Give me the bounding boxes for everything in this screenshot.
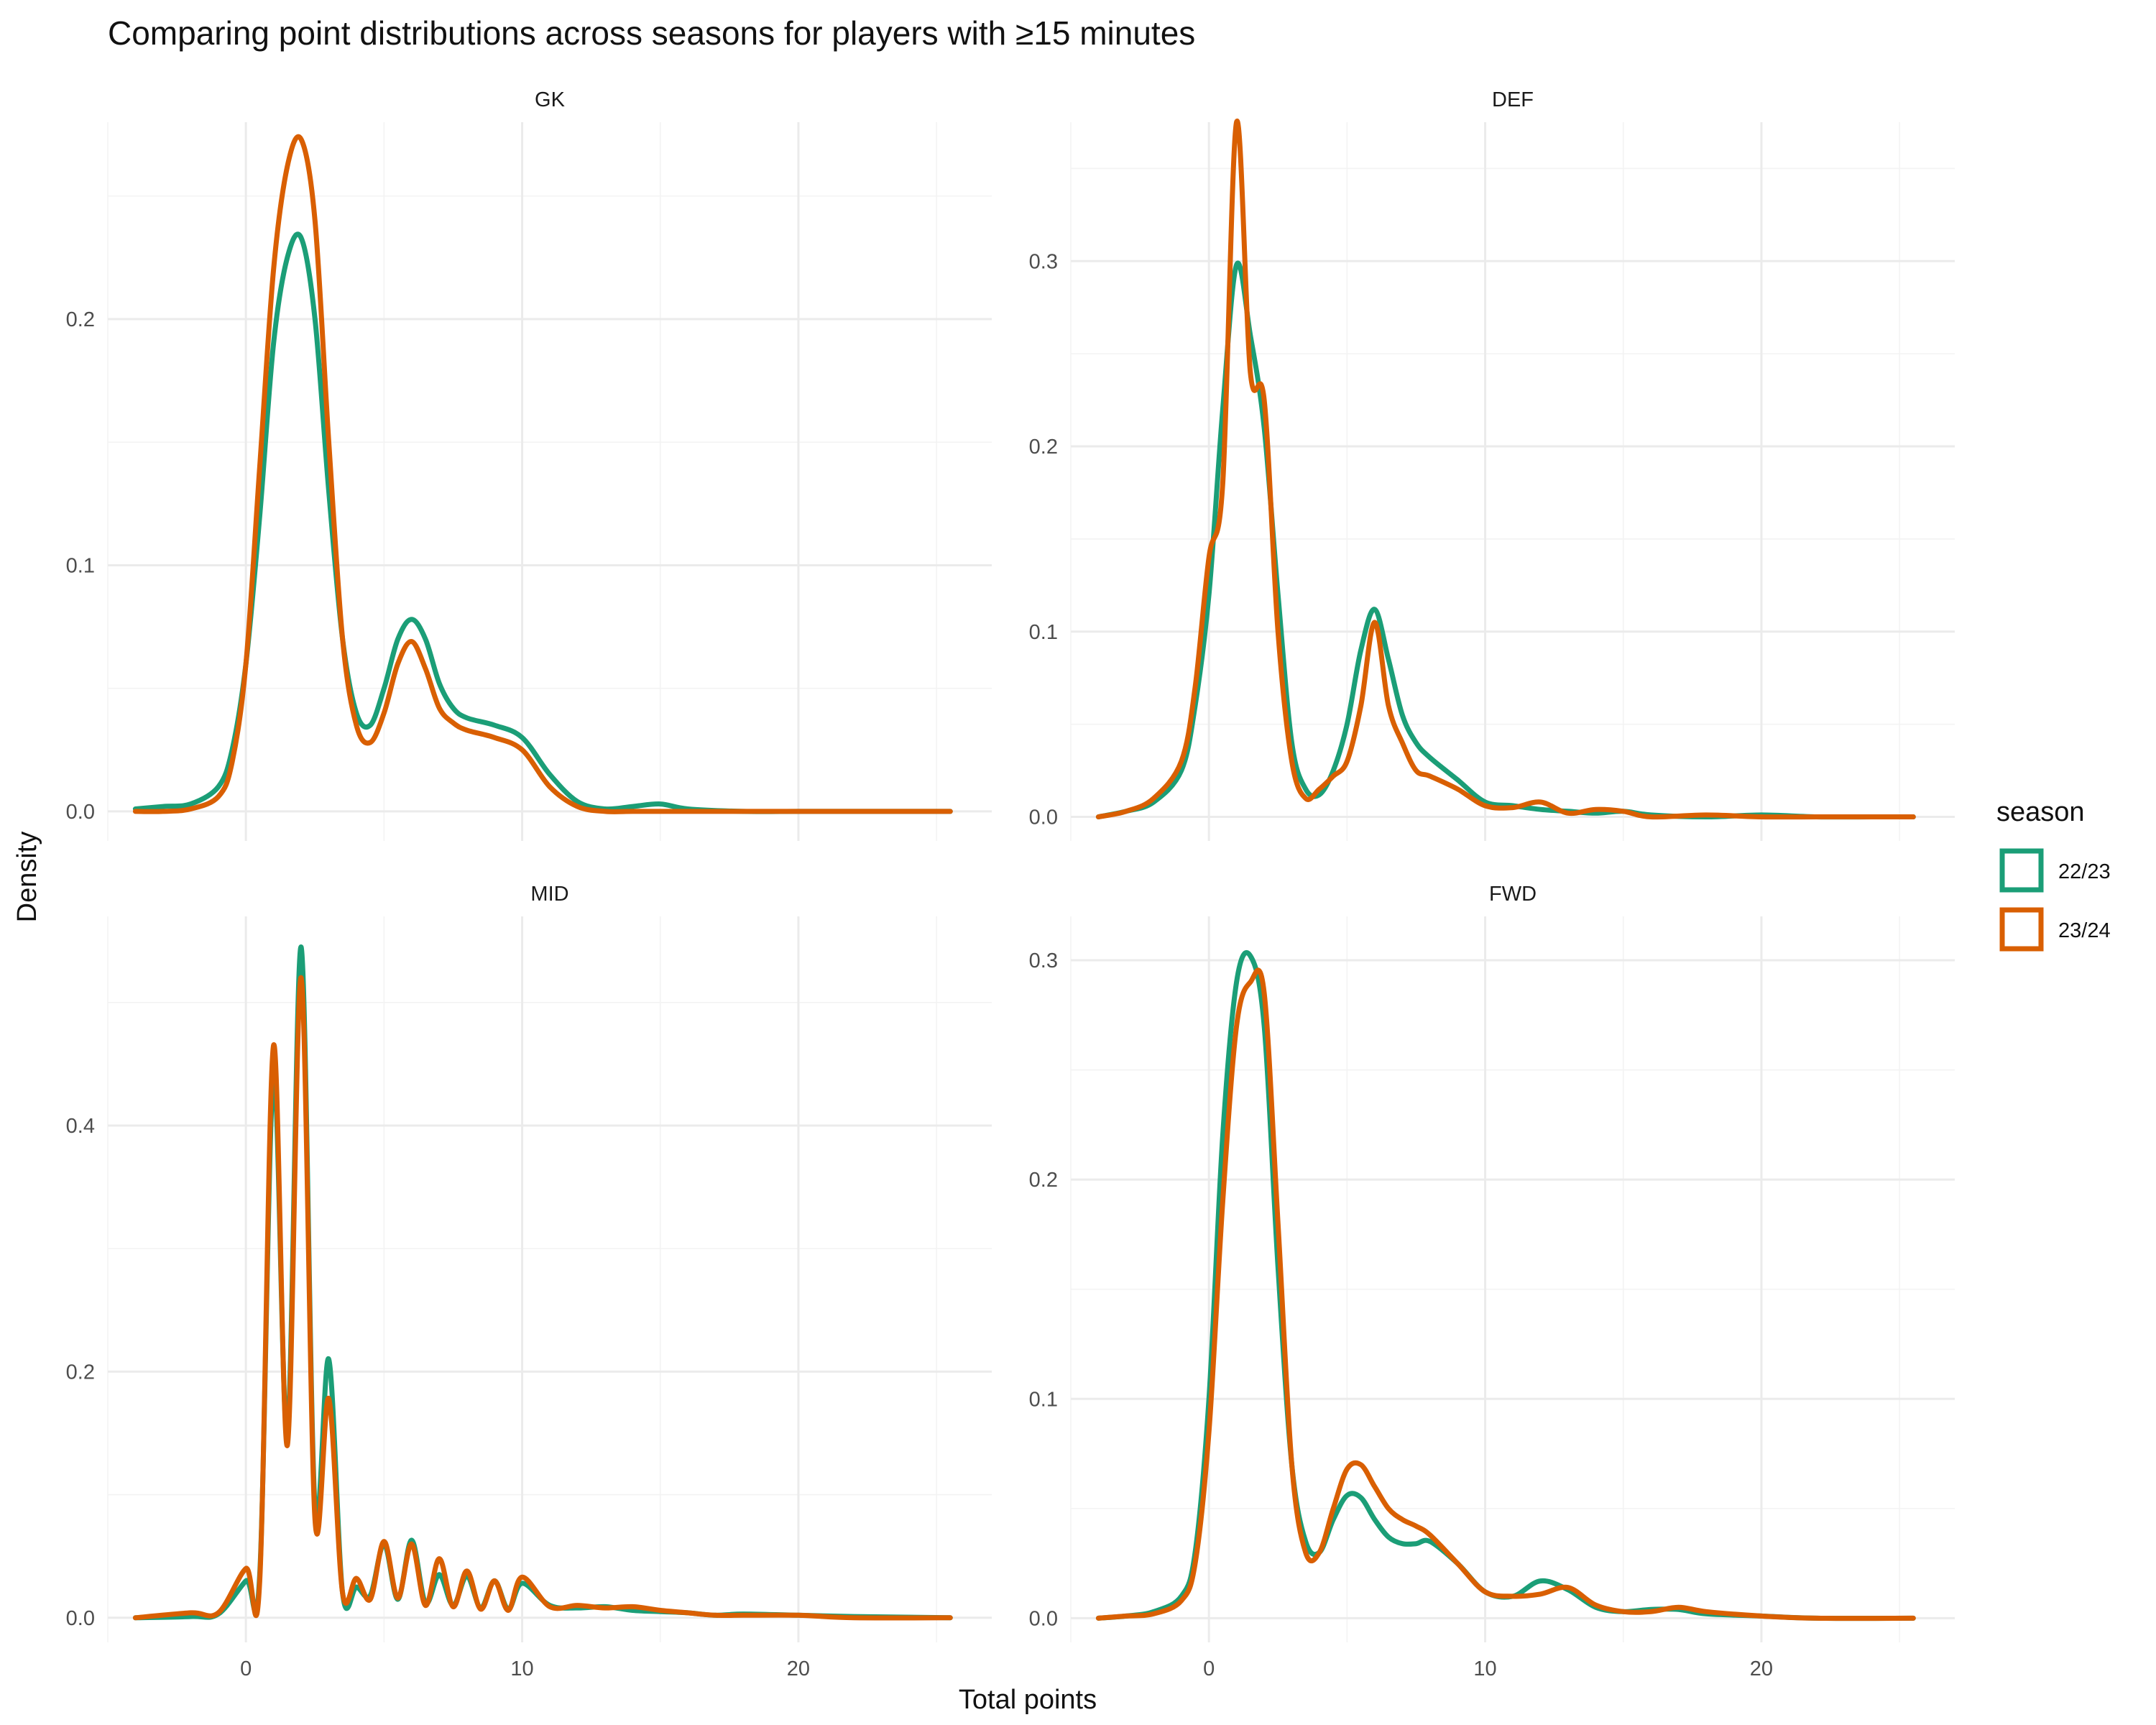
series-line-def-22-23	[1098, 263, 1913, 817]
y-tick-label: 0.0	[66, 801, 95, 824]
y-tick-label: 0.2	[66, 308, 95, 331]
x-tick-label: 10	[1473, 1657, 1496, 1680]
y-tick-label: 0.2	[1029, 436, 1058, 459]
legend-item-22-23: 22/23	[2002, 851, 2111, 890]
legend-label-22-23: 22/23	[2058, 860, 2111, 883]
panel-gk: GK 0.0 0.1 0.2	[66, 88, 992, 841]
legend-title: season	[1996, 797, 2085, 827]
y-tick-label: 0.1	[66, 554, 95, 577]
panel-mid: MID 0.0 0.2 0.4 0 10 20	[66, 883, 992, 1680]
x-tick-label: 20	[787, 1657, 810, 1680]
y-tick-label: 0.3	[1029, 250, 1058, 273]
series-line-mid-22-23	[135, 947, 950, 1617]
y-tick-label: 0.2	[1029, 1169, 1058, 1192]
y-tick-label: 0.0	[66, 1607, 95, 1630]
legend: season 22/23 23/24	[1996, 797, 2111, 949]
y-tick-label: 0.1	[1029, 1388, 1058, 1411]
strip-label-gk: GK	[535, 88, 566, 111]
y-axis-title: Density	[12, 832, 42, 923]
strip-label-fwd: FWD	[1489, 883, 1537, 906]
y-tick-label: 0.1	[1029, 621, 1058, 644]
strip-label-def: DEF	[1492, 88, 1534, 111]
x-tick-label: 10	[510, 1657, 533, 1680]
x-tick-label: 0	[240, 1657, 252, 1680]
series-line-fwd-23-24	[1098, 970, 1913, 1619]
facet-panels: GK 0.0 0.1 0.2 DEF 0.0 0.1 0.2 0.3 MID 0.0 0.2 0.4 0 1…	[66, 88, 1955, 1680]
series-line-mid-23-24	[135, 978, 950, 1618]
y-tick-label: 0.2	[66, 1361, 95, 1384]
series-line-fwd-22-23	[1098, 952, 1913, 1618]
legend-key-23-24	[2002, 910, 2041, 949]
series-line-gk-23-24	[135, 137, 950, 811]
x-axis-title: Total points	[959, 1685, 1097, 1715]
panel-fwd: FWD 0.0 0.1 0.2 0.3 0 10 20	[1029, 883, 1955, 1680]
legend-label-23-24: 23/24	[2058, 919, 2111, 942]
y-tick-label: 0.4	[66, 1115, 95, 1138]
y-tick-label: 0.3	[1029, 949, 1058, 972]
x-tick-label: 0	[1203, 1657, 1215, 1680]
chart-title: Comparing point distributions across sea…	[108, 14, 1195, 52]
strip-label-mid: MID	[530, 883, 568, 906]
y-tick-label: 0.0	[1029, 1607, 1058, 1630]
legend-key-22-23	[2002, 851, 2041, 890]
legend-item-23-24: 23/24	[2002, 910, 2111, 949]
y-tick-label: 0.0	[1029, 806, 1058, 829]
x-tick-label: 20	[1750, 1657, 1773, 1680]
panel-def: DEF 0.0 0.1 0.2 0.3	[1029, 88, 1955, 841]
